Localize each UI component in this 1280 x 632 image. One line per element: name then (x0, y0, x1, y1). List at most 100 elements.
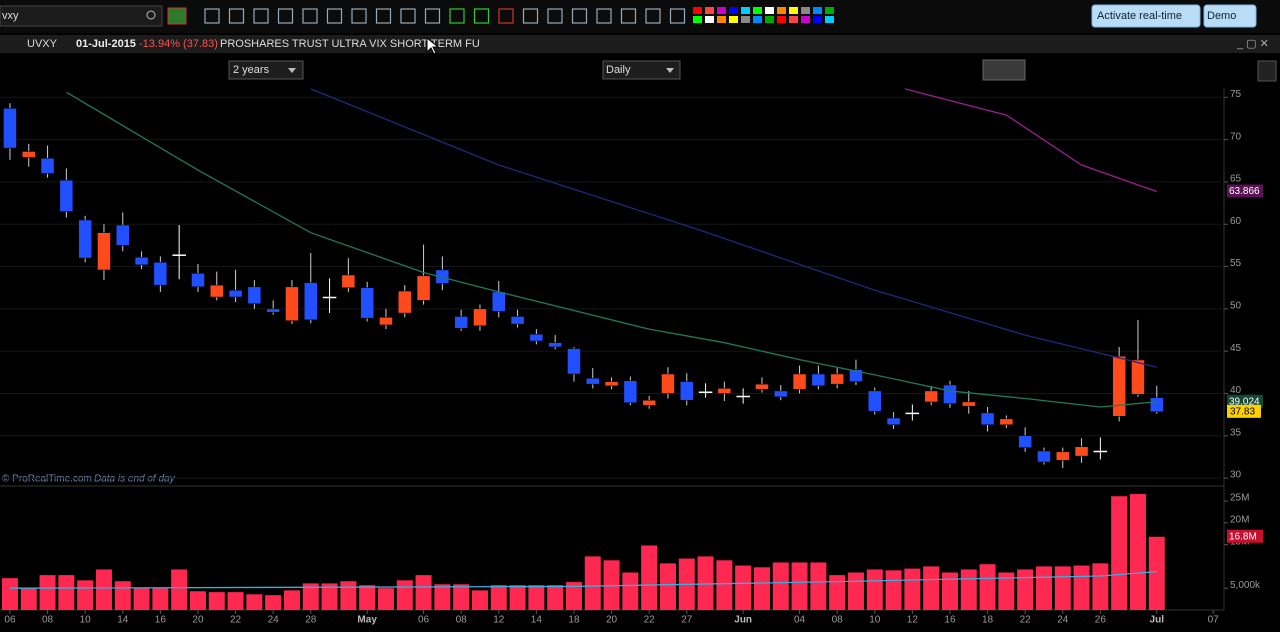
candle-body (698, 391, 713, 394)
candle-body (116, 224, 130, 246)
value-tag (1227, 394, 1263, 408)
volume-bar (923, 566, 940, 610)
volume-bar (979, 564, 996, 610)
volume-bar (471, 590, 488, 610)
x-tick-label: 12 (493, 615, 505, 626)
panel: 30 35 40 45 50 55 60 65 70 75 39.024 63.866 37.83 (0, 88, 1263, 481)
color-swatch[interactable] (693, 16, 702, 23)
candle-body (1131, 359, 1145, 395)
demo-button[interactable] (1203, 4, 1257, 28)
last-price: 37.83 (1230, 406, 1255, 417)
toolbar (0, 0, 1280, 33)
x-tick-label: May (357, 615, 377, 626)
color-swatch[interactable] (729, 7, 738, 14)
tool-icon[interactable] (228, 8, 245, 24)
color-swatch[interactable] (801, 16, 810, 23)
color-swatch[interactable] (789, 7, 798, 14)
indicator-button[interactable] (982, 59, 1026, 81)
tool-icon[interactable] (596, 8, 612, 24)
tool-icon[interactable] (375, 8, 392, 24)
instrument-name: PROSHARES TRUST ULTRA VIX SHORT TERM FU (220, 38, 480, 50)
tool-icon[interactable] (498, 8, 514, 24)
color-swatch[interactable] (705, 7, 714, 14)
color-swatch[interactable] (729, 16, 738, 23)
tool-icon[interactable] (204, 8, 220, 24)
color-swatch[interactable] (741, 7, 750, 14)
tool-icon[interactable] (645, 8, 661, 24)
candle-body (247, 286, 262, 305)
candle-body (830, 373, 844, 385)
color-swatch[interactable] (753, 16, 762, 23)
volume-bar (1129, 494, 1146, 610)
candle-body (755, 383, 769, 390)
tool-icon[interactable] (669, 8, 686, 24)
color-swatch[interactable] (813, 16, 822, 23)
period-label: 2 years (233, 64, 270, 76)
color-swatch[interactable] (825, 7, 834, 14)
candle-body (623, 380, 638, 404)
volume-bar (396, 580, 413, 610)
tool-icon[interactable] (326, 8, 343, 24)
candle-body (134, 256, 149, 266)
tool-icon[interactable] (571, 8, 588, 24)
x-tick-label: 22 (230, 615, 242, 626)
color-swatch[interactable] (777, 16, 786, 23)
candle-body (285, 286, 299, 321)
value-label: 63.866 (1229, 186, 1260, 197)
candle-body (999, 418, 1014, 426)
volume-bar (377, 588, 394, 610)
volume-bar (359, 585, 376, 610)
tool-icon[interactable] (302, 8, 318, 24)
color-swatch[interactable] (753, 7, 762, 14)
candle-body (78, 219, 92, 259)
volume-bar (453, 584, 470, 610)
volume-bar (753, 567, 770, 610)
candle-body (153, 262, 168, 286)
activate-button[interactable] (1091, 4, 1201, 28)
color-swatch[interactable] (705, 16, 714, 23)
tool-icon[interactable] (522, 8, 539, 24)
color-swatch[interactable] (741, 16, 750, 23)
value-label: 39.024 (1229, 396, 1260, 407)
candle-body (1018, 435, 1032, 448)
color-swatch[interactable] (717, 7, 726, 14)
tool-icon[interactable] (400, 8, 416, 24)
volume-bar (58, 575, 75, 610)
y-tick-label: 30 (1230, 470, 1242, 481)
color-swatch[interactable] (801, 7, 810, 14)
tool-icon[interactable] (620, 8, 637, 24)
color-swatch[interactable] (765, 16, 774, 23)
candle-body (304, 282, 318, 321)
color-swatch[interactable] (777, 7, 786, 14)
color-swatch[interactable] (813, 7, 822, 14)
tool-icon[interactable] (424, 8, 441, 24)
search-icon[interactable] (146, 10, 156, 20)
candle-body (322, 296, 337, 299)
color-swatch[interactable] (789, 16, 798, 23)
tool-icon[interactable] (449, 8, 465, 24)
candle-body (22, 151, 36, 158)
tool-icon[interactable] (167, 7, 187, 25)
tool-icon[interactable] (547, 8, 563, 24)
value-tag (1227, 529, 1263, 543)
period-select[interactable] (228, 60, 304, 80)
color-swatch[interactable] (825, 16, 834, 23)
search-box[interactable] (0, 5, 163, 27)
interval-select[interactable] (602, 60, 681, 80)
tool-icon[interactable] (277, 8, 294, 24)
color-swatch[interactable] (693, 7, 702, 14)
color-swatch[interactable] (717, 16, 726, 23)
tool-icon[interactable] (351, 8, 367, 24)
tool-icon[interactable] (253, 8, 269, 24)
volume-bar (152, 588, 169, 610)
x-tick-label: 22 (1020, 615, 1032, 626)
tool-icon[interactable] (473, 8, 490, 24)
window-controls[interactable]: _ ▢ ✕ (1236, 38, 1269, 50)
volume-bar (302, 583, 319, 610)
candle-body (510, 316, 525, 325)
candle-body (886, 417, 901, 426)
volume-bar (189, 591, 206, 610)
color-swatch[interactable] (765, 7, 774, 14)
side-button[interactable] (1257, 60, 1277, 82)
